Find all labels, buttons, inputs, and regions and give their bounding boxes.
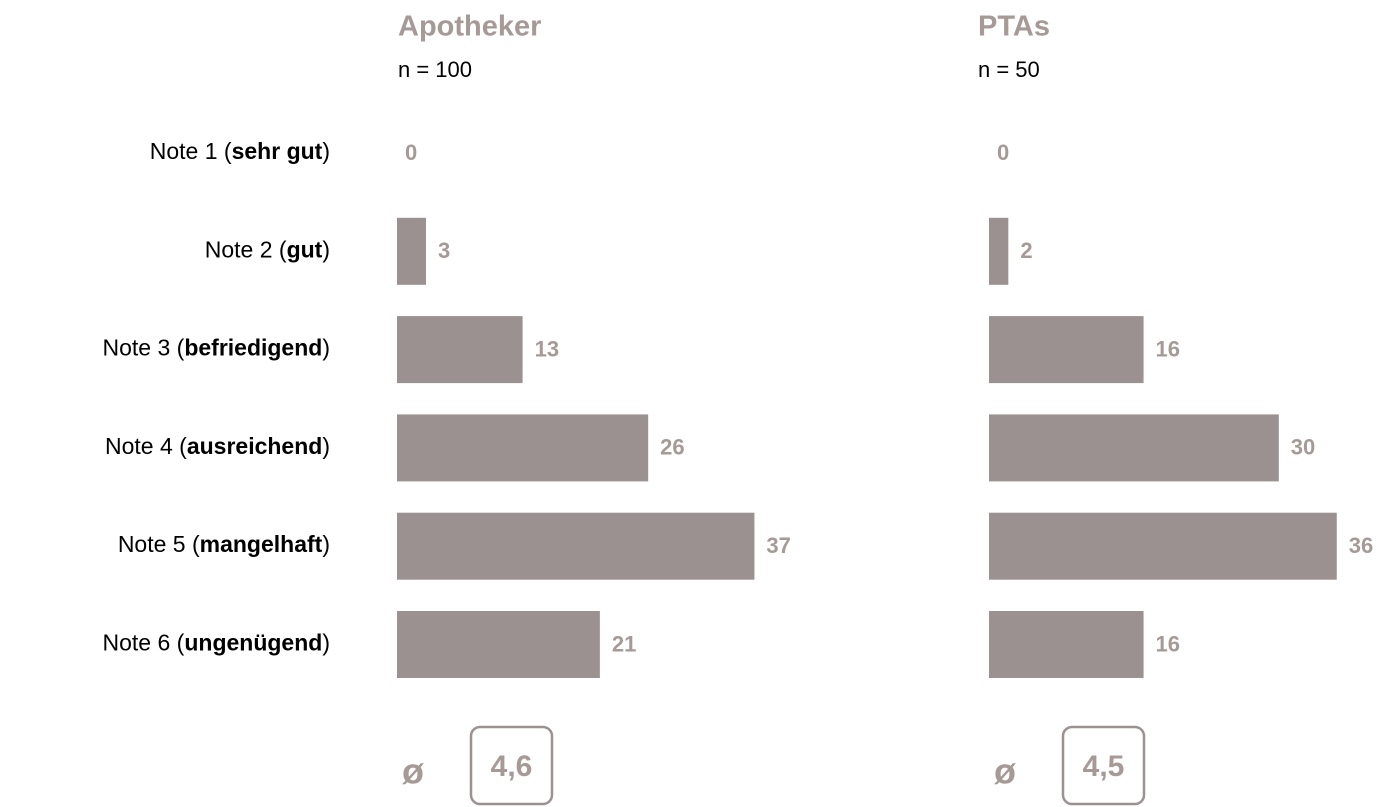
row-label: Note 4 (ausreichend) <box>105 433 330 459</box>
bar <box>397 316 523 384</box>
row-label: Note 3 (befriedigend) <box>102 335 330 361</box>
value-label: 21 <box>612 631 636 656</box>
chart-title: Apotheker <box>398 11 541 43</box>
row-label: Note 5 (mangelhaft) <box>118 531 330 557</box>
row-label-prefix: Note 2 ( <box>205 236 287 262</box>
row-label-suffix: ) <box>322 236 330 262</box>
bar <box>989 512 1337 580</box>
row-label-bold: sehr gut <box>232 138 323 164</box>
row-label: Note 1 (sehr gut) <box>150 138 330 164</box>
value-label: 16 <box>1156 336 1180 361</box>
value-label: 30 <box>1291 435 1315 460</box>
value-label: 13 <box>535 336 559 361</box>
row-label-prefix: Note 4 ( <box>105 433 187 459</box>
row-label-suffix: ) <box>322 531 330 557</box>
row-label-prefix: Note 3 ( <box>102 335 184 361</box>
value-label: 36 <box>1349 533 1373 558</box>
value-label: 0 <box>997 140 1009 165</box>
bar <box>397 414 649 482</box>
row-label: Note 6 (ungenügend) <box>103 630 330 656</box>
bar <box>397 611 600 678</box>
value-label: 3 <box>438 238 450 263</box>
mean-symbol: ø <box>994 751 1016 792</box>
value-label: 2 <box>1020 238 1032 263</box>
mean-value: 4,6 <box>491 750 533 783</box>
mean-box <box>469 725 554 806</box>
row-label-bold: gut <box>287 236 323 262</box>
row-label-prefix: Note 1 ( <box>150 138 232 164</box>
row-label-suffix: ) <box>322 433 330 459</box>
value-label: 37 <box>766 533 790 558</box>
row-label-suffix: ) <box>322 630 330 656</box>
bar <box>989 217 1009 285</box>
row-label-prefix: Note 6 ( <box>103 630 185 656</box>
row-label-bold: ungenügend <box>184 630 322 656</box>
row-label-bold: mangelhaft <box>200 531 323 557</box>
chart-subtitle: n = 50 <box>978 57 1040 82</box>
row-label: Note 2 (gut) <box>205 236 330 262</box>
chart-title: PTAs <box>978 11 1050 43</box>
value-label: 16 <box>1156 631 1180 656</box>
row-label-bold: befriedigend <box>184 335 322 361</box>
bar <box>989 414 1279 482</box>
mean-symbol: ø <box>402 751 424 792</box>
mean-box <box>1061 725 1146 806</box>
row-label-suffix: ) <box>322 335 330 361</box>
bar <box>989 316 1144 384</box>
row-label-bold: ausreichend <box>187 433 323 459</box>
bar <box>989 611 1144 678</box>
bar <box>397 512 755 580</box>
value-label: 0 <box>405 140 417 165</box>
chart-subtitle: n = 100 <box>398 57 472 82</box>
row-label-suffix: ) <box>322 138 330 164</box>
value-label: 26 <box>660 435 684 460</box>
mean-value: 4,5 <box>1083 750 1125 783</box>
row-label-prefix: Note 5 ( <box>118 531 200 557</box>
bar <box>397 217 426 285</box>
